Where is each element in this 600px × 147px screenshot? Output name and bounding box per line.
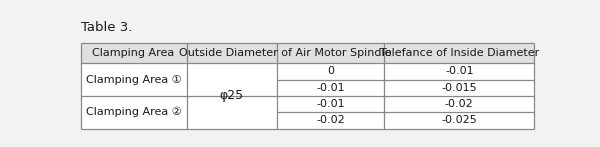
Bar bbox=[80, 63, 535, 129]
Text: φ25: φ25 bbox=[220, 89, 244, 102]
Text: -0.01: -0.01 bbox=[445, 66, 473, 76]
Text: Clamping Area ②: Clamping Area ② bbox=[86, 107, 181, 117]
Text: Table 3.: Table 3. bbox=[80, 21, 132, 34]
Text: Clamping Area: Clamping Area bbox=[92, 48, 175, 58]
Text: Clamping Area ①: Clamping Area ① bbox=[86, 75, 181, 85]
Bar bbox=[80, 42, 535, 63]
Text: 0: 0 bbox=[327, 66, 334, 76]
Text: Tolefance of Inside Diameter: Tolefance of Inside Diameter bbox=[380, 48, 539, 58]
Text: -0.01: -0.01 bbox=[316, 99, 345, 109]
Text: -0.025: -0.025 bbox=[442, 115, 477, 125]
Text: -0.02: -0.02 bbox=[316, 115, 345, 125]
Text: -0.01: -0.01 bbox=[316, 83, 345, 93]
Text: -0.015: -0.015 bbox=[442, 83, 477, 93]
Text: Outside Diameter of Air Motor Spindle: Outside Diameter of Air Motor Spindle bbox=[179, 48, 392, 58]
Text: -0.02: -0.02 bbox=[445, 99, 473, 109]
